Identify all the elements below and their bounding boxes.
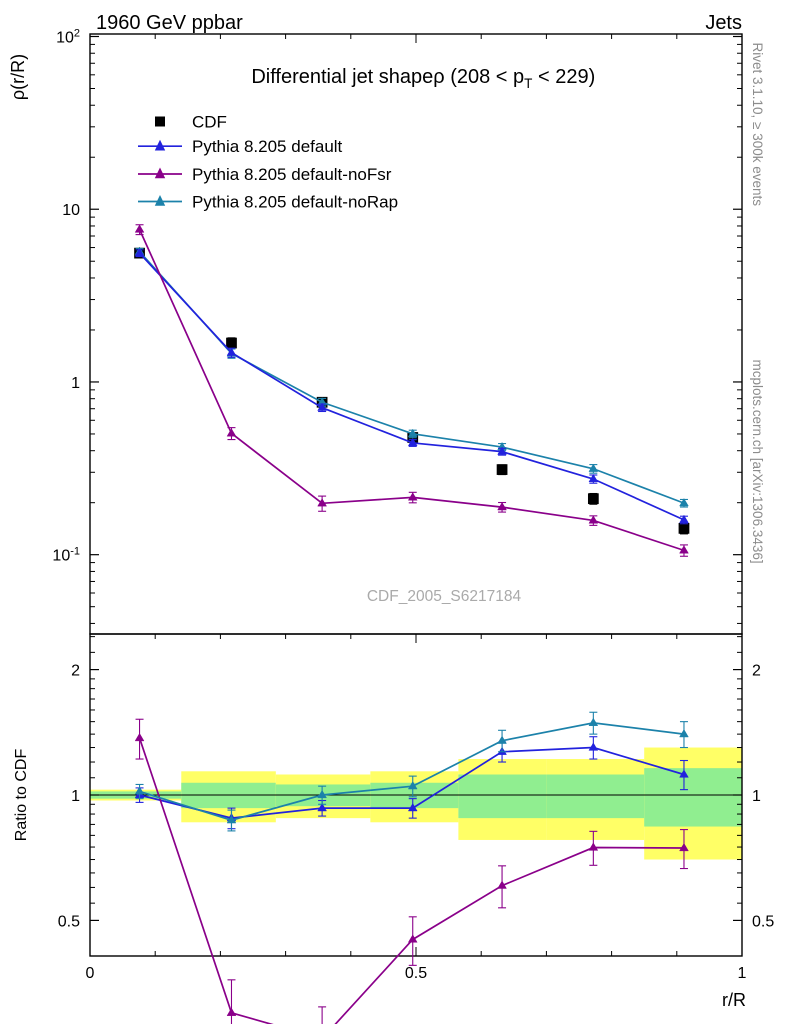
svg-text:1: 1: [71, 375, 80, 392]
svg-text:1: 1: [738, 965, 747, 982]
svg-text:0.5: 0.5: [752, 913, 774, 930]
svg-text:Differential jet shapeρ (208 <: Differential jet shapeρ (208 < pT < 229): [251, 66, 595, 91]
svg-text:mcplots.cern.ch [arXiv:1306.34: mcplots.cern.ch [arXiv:1306.3436]: [750, 360, 765, 564]
svg-text:Pythia 8.205 default-noRap: Pythia 8.205 default-noRap: [192, 193, 398, 212]
svg-text:Ratio to CDF: Ratio to CDF: [13, 749, 30, 842]
svg-text:Pythia 8.205 default-noFsr: Pythia 8.205 default-noFsr: [192, 165, 392, 184]
svg-text:1960 GeV ppbar: 1960 GeV ppbar: [96, 12, 243, 34]
svg-text:10: 10: [62, 202, 80, 219]
svg-text:1: 1: [71, 788, 80, 805]
svg-text:CDF: CDF: [192, 113, 227, 132]
svg-text:CDF_2005_S6217184: CDF_2005_S6217184: [367, 588, 522, 605]
svg-text:Pythia 8.205 default: Pythia 8.205 default: [192, 137, 343, 156]
svg-text:r/R: r/R: [722, 990, 746, 1010]
svg-text:2: 2: [71, 663, 80, 680]
svg-text:2: 2: [752, 663, 761, 680]
svg-text:0: 0: [86, 965, 95, 982]
svg-text:1: 1: [752, 788, 761, 805]
svg-text:ρ(r/R): ρ(r/R): [8, 54, 28, 100]
svg-text:0.5: 0.5: [58, 913, 80, 930]
svg-text:Rivet 3.1.10, ≥ 300k events: Rivet 3.1.10, ≥ 300k events: [750, 43, 765, 207]
svg-text:0.5: 0.5: [405, 965, 427, 982]
svg-text:Jets: Jets: [705, 12, 742, 34]
